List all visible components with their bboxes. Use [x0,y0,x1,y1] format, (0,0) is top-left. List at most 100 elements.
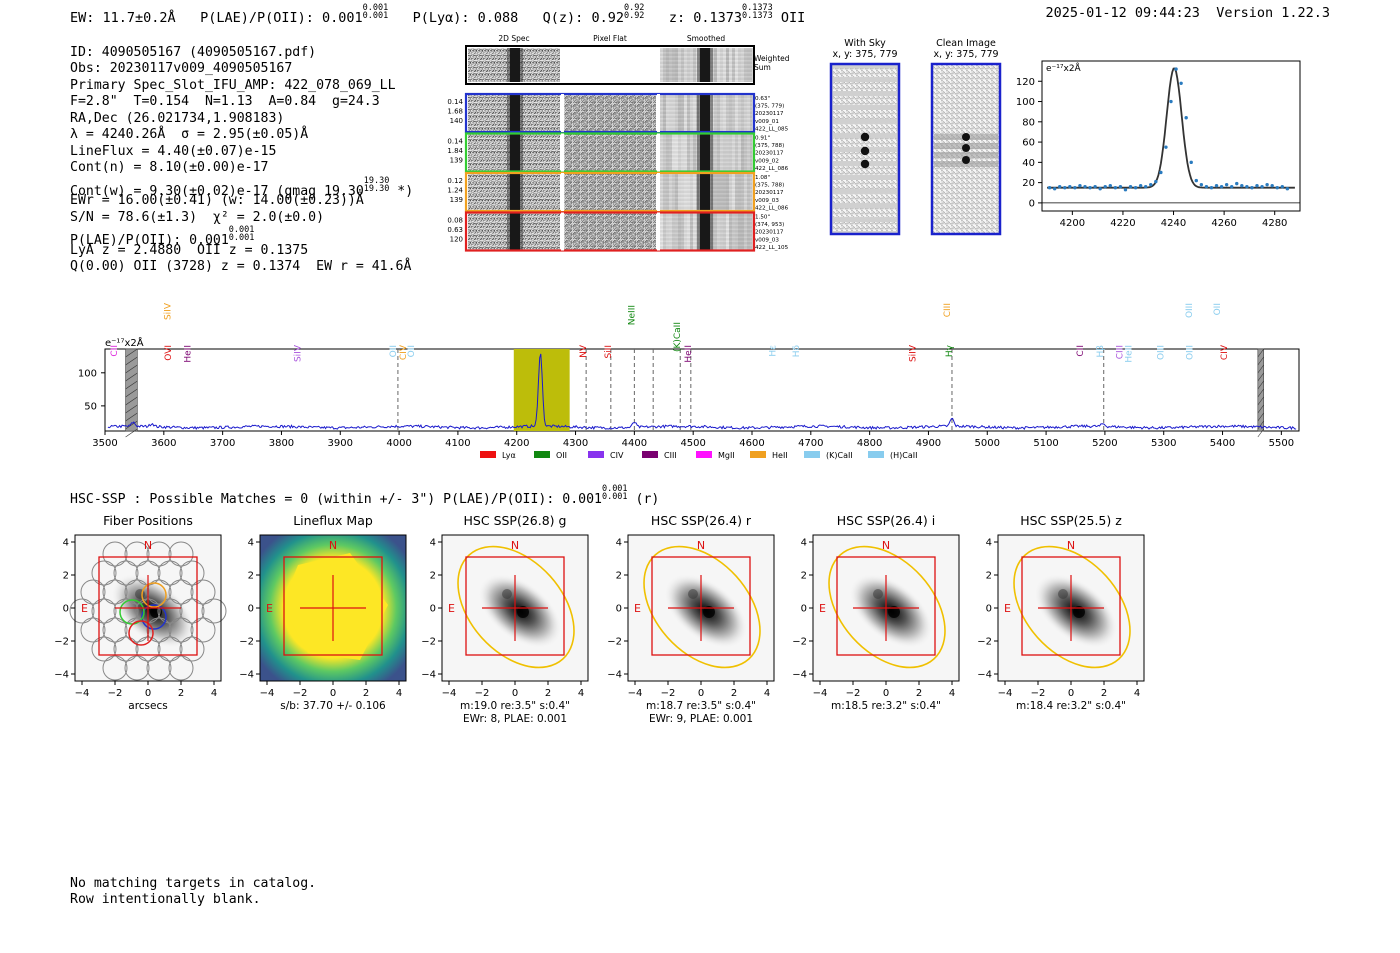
fiber-4-frame [464,211,756,252]
fit-data-point [1245,184,1249,189]
svg-text:CII: CII [1076,345,1086,357]
panel-ytick-label: 4 [63,538,69,549]
panel-east-label: E [634,602,641,615]
panel-ytick-label: −4 [792,670,807,681]
spec-line-label: CII [110,345,120,357]
fiber-2-meta: v009_02 [755,158,779,164]
fit-data-point [1230,184,1234,189]
with-sky-title: With Sky [844,38,886,49]
spec-line-label: SiII [604,345,614,359]
fit-ylabel: e⁻¹⁷x2Å [1046,62,1082,74]
spec-xtick-label: 4800 [857,438,882,449]
fiber-1-smoothed-strip [660,94,753,132]
panel-east-label: E [266,602,273,615]
panel-xtick-label: 0 [512,688,518,699]
panel-aperture-box [651,556,751,656]
svg-text:OII: OII [389,345,399,357]
fiber-2-smoothed-strip [660,133,753,172]
fit-xtick-label: 4240 [1161,218,1186,229]
info-cont-w: Cont(w) = 9.30(±0.02)e-17 (gmag 19.3019.… [70,175,414,199]
panel-ytick-label: 2 [63,571,69,582]
panel-xtick-label: −4 [998,688,1013,699]
fit-data-point [1108,183,1112,188]
svg-text:HeII: HeII [1124,345,1134,363]
fit-data-point [1133,185,1138,190]
spec-xtick-label: 4900 [916,438,941,449]
fiber-4-meta: (374, 953) [755,222,784,228]
spec-line-label: OVI [164,345,174,361]
spec-line-label: CIV [1220,344,1230,360]
with-sky-coords: x, y: 375, 779 [832,49,897,60]
ew-value: EW: 11.7±0.2Å [70,10,176,26]
spec-line-label: OIII [1185,303,1195,318]
panel-ytick-label: 2 [986,571,992,582]
fit-data-point [1235,181,1239,186]
panel-title: HSC SSP(26.8) g [464,513,567,528]
panel-caption: m:18.7 re:3.5" s:0.4" [646,700,756,712]
panel-xtick-label: 4 [211,688,217,699]
with-sky-frame [829,62,901,236]
spec-xtick-label: 5400 [1210,438,1235,449]
spec-xtick-label: 5100 [1033,438,1058,449]
spec-legend-label: HeII [772,451,788,460]
spec-line-label: HeII [1124,345,1134,363]
weighted-sum-label-2: Sum [754,63,771,72]
svg-text:Hγ: Hγ [945,344,955,357]
panel-north-label: N [329,539,337,552]
fiber-3-frame [464,171,756,213]
panel-title: HSC SSP(26.4) r [651,513,752,528]
panel-ytick-label: 0 [430,604,436,615]
fit-data-point [1113,185,1118,190]
spec-line-label: Hδ [792,345,802,358]
fiber-4-stat: 0.08 [447,217,463,225]
panel-xtick-label: 0 [1068,688,1074,699]
fit-data-point [1250,185,1254,190]
fit-data-point [1154,179,1158,184]
spec-xtick-label: 4500 [680,438,705,449]
panel-title: Fiber Positions [103,513,193,528]
fit-data-point [1240,183,1244,188]
svg-text:SiIV: SiIV [293,344,303,362]
info-lineflux: LineFlux = 4.40(±0.07)e-15 [70,143,277,159]
spec-line-label: OIII [1186,345,1196,360]
fit-data-point [1255,183,1259,188]
spec-xtick-label: 3600 [151,438,176,449]
redshift-value: z: 0.1373 [668,10,742,26]
info-seeing: F=2.8" T=0.154 N=1.13 A=0.84 g=24.3 [70,94,380,109]
info-obs: Obs: 20230117v009_4090505167 [70,61,293,76]
hsc-summary: HSC-SSP : Possible Matches = 0 (within +… [70,484,660,507]
info-sn: S/N = 78.6(±1.3) χ² = 2.0(±0.0) [70,209,325,225]
panel-ytick-label: −2 [792,637,807,648]
clean-image-title: Clean Image [936,38,996,49]
fit-data-point [1159,170,1163,175]
panel-xtick-label: 4 [578,688,584,699]
spec-line-label: OII [407,345,417,357]
fit-data-point [1068,184,1072,189]
spec-line-label: CIV [399,344,409,360]
panel-xtick-label: 2 [178,688,184,699]
panel-ytick-label: −2 [421,637,436,648]
full-spectrum-plot: 3500 3600 3700 3800 3900 4000 4100 4200 4300 4400… [78,302,1300,460]
fit-data-point [1280,184,1284,189]
spec-line-label: OII [1213,303,1223,315]
spec-xtick-label: 4300 [563,438,588,449]
panel-ytick-label: −4 [54,670,69,681]
spec-line-label: CII [1076,345,1086,357]
panel-east-label: E [448,602,455,615]
fiber-3-meta: v009_03 [755,198,779,204]
svg-text:HeII: HeII [183,345,193,363]
imaging-panels: Fiber Positions N E −4 −4 −2 −2 0 0 2 2 4 4 arcsecs Li… [54,513,1145,725]
panel-ytick-label: 0 [248,604,254,615]
fit-data-point [1047,185,1052,190]
panel-ytick-label: 0 [63,604,69,615]
spec-line-label: OIII [1157,345,1167,360]
spec-legend-label: MgII [718,451,735,460]
fiber-1-meta: 20230117 [755,111,784,117]
fiber-1-meta: (375, 779) [755,104,784,110]
fit-data-point [1088,185,1092,190]
panel-caption: s/b: 37.70 +/- 0.106 [280,700,386,712]
panel-caption-2: EWr: 9, PLAE: 0.001 [649,713,753,725]
spec-line-label: Hγ [945,344,955,357]
fit-ytick-label: 100 [1016,97,1035,108]
fiber-4-stat: 0.63 [447,226,463,234]
